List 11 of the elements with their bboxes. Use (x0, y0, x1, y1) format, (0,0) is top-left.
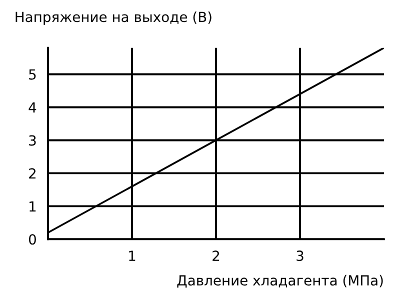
y-tick-label: 5 (29, 69, 36, 80)
x-tick-label: 1 (129, 250, 136, 261)
y-tick-label: 4 (28, 102, 36, 113)
x-axis-title: Давление хладагента (МПа) (177, 274, 383, 288)
y-tick-label: 1 (30, 201, 36, 212)
y-tick-label: 2 (29, 168, 36, 178)
y-tick-label: 3 (29, 135, 36, 146)
y-tick-label: 0 (28, 234, 36, 245)
x-tick-label: 3 (296, 250, 304, 262)
y-axis-title: Напряжение на выходе (В) (16, 11, 212, 25)
x-tick-label: 2 (212, 250, 220, 261)
